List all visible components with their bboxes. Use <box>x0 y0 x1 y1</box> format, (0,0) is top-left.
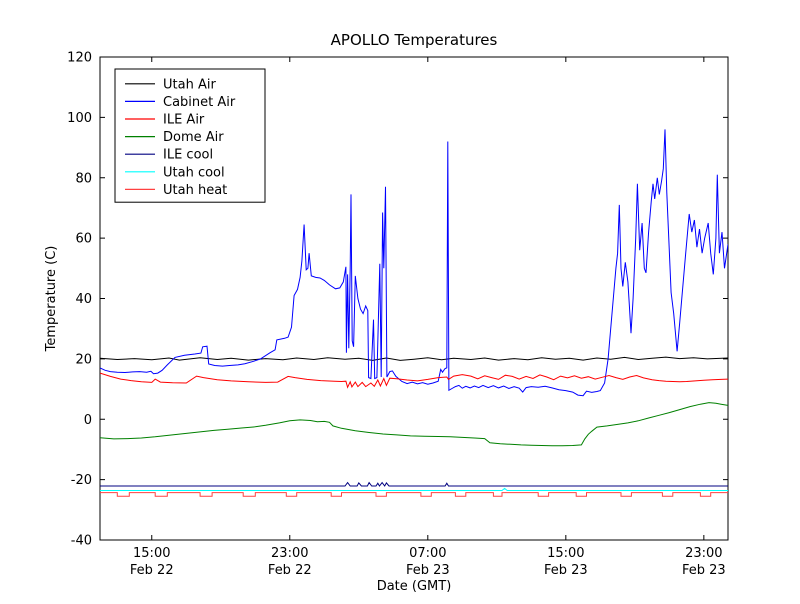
legend: Utah Air Cabinet Air ILE Air Dome Air ILE co… <box>114 68 266 203</box>
legend-label-ile-cool: ILE cool <box>163 148 213 163</box>
series-line-ile-cool <box>100 481 728 487</box>
series-line-dome-air <box>100 402 728 447</box>
y-tick-label: 120 <box>67 51 92 66</box>
y-tick-label: 40 <box>75 292 92 307</box>
x-tick-label: 15:00 Feb 23 <box>544 546 588 578</box>
series-lines <box>100 129 728 497</box>
legend-label-utah-heat: Utah heat <box>163 183 227 198</box>
legend-label-utah-cool: Utah cool <box>163 165 225 180</box>
series-line-ile-air <box>100 372 728 389</box>
series-line-utah-cool <box>100 487 728 491</box>
series-line-utah-air <box>100 356 728 361</box>
series-line-utah-heat <box>100 492 728 497</box>
axes: -40 -20 0 20 40 60 80 100 120 15:00 Feb 22 23:00 Feb… <box>67 51 728 578</box>
y-axis-label: Temperature (C) <box>44 246 59 353</box>
legend-label-ile-air: ILE Air <box>163 113 205 128</box>
x-tick-label: 23:00 Feb 23 <box>682 546 726 578</box>
x-axis-label: Date (GMT) <box>377 579 452 594</box>
legend-label-dome-air: Dome Air <box>163 130 224 145</box>
legend-label-cabinet-air: Cabinet Air <box>163 95 236 110</box>
y-tick-label: 20 <box>75 352 92 367</box>
y-tick-label: 0 <box>84 413 92 428</box>
x-tick-label: 07:00 Feb 23 <box>406 546 450 578</box>
y-tick-label: -40 <box>71 534 92 549</box>
x-tick-label: 15:00 Feb 22 <box>130 546 174 578</box>
chart-title: APOLLO Temperatures <box>331 31 498 49</box>
y-tick-label: -20 <box>71 473 92 488</box>
legend-box <box>114 68 266 203</box>
legend-label-utah-air: Utah Air <box>163 77 216 92</box>
y-tick-label: 60 <box>75 232 92 247</box>
y-tick-label: 100 <box>67 111 92 126</box>
x-tick-label: 23:00 Feb 22 <box>268 546 312 578</box>
series-line-cabinet-air <box>100 129 728 397</box>
y-tick-label: 80 <box>75 171 92 186</box>
